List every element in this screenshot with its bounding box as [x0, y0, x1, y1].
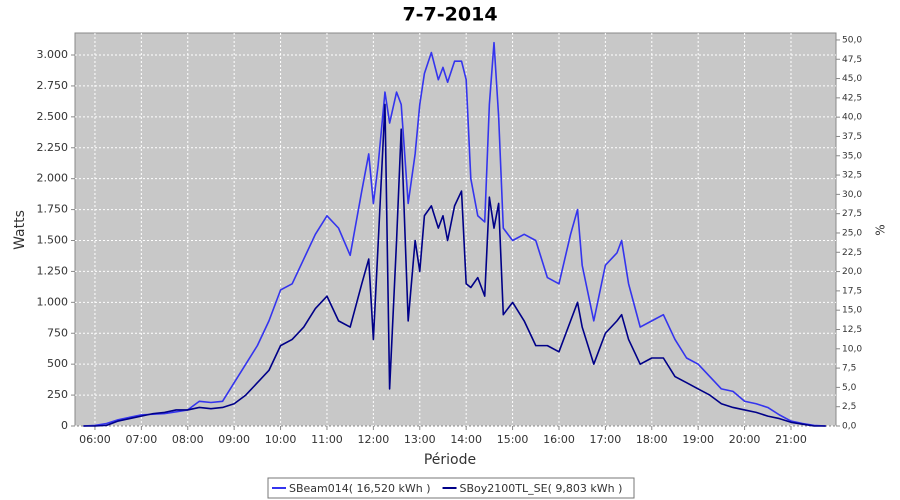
y2-tick-label: 0,0: [842, 422, 857, 432]
series-line: [83, 41, 826, 427]
x-tick-label: 17:00: [590, 433, 622, 446]
y2-tick-label: 47,5: [842, 55, 862, 65]
chart-title: 7-7-2014: [402, 4, 497, 26]
y2-tick-label: 15,0: [842, 306, 862, 316]
y2-tick-label: 40,0: [842, 113, 862, 123]
x-tick-label: 16:00: [543, 433, 575, 446]
y2-tick-label: 17,5: [842, 286, 862, 296]
y-tick-label: 2.500: [37, 110, 69, 123]
y-tick-label: 2.250: [37, 141, 69, 154]
x-tick-label: 06:00: [79, 433, 111, 446]
y2-tick-label: 12,5: [842, 325, 862, 335]
x-tick-label: 12:00: [358, 433, 390, 446]
y2-tick-label: 42,5: [842, 93, 862, 103]
y2-tick-label: 27,5: [842, 209, 862, 219]
y2-tick-label: 2,5: [842, 402, 856, 412]
x-tick-label: 15:00: [497, 433, 529, 446]
x-tick-label: 18:00: [636, 433, 668, 446]
y2-tick-label: 35,0: [842, 151, 862, 161]
y-tick-label: 750: [47, 326, 68, 339]
y2-tick-label: 37,5: [842, 132, 862, 142]
y2-tick-label: 25,0: [842, 228, 862, 238]
y2-tick-label: 50,0: [842, 35, 862, 45]
y2-tick-label: 20,0: [842, 267, 862, 277]
y-tick-label: 3.000: [37, 48, 69, 61]
y2-tick-label: 7,5: [842, 364, 856, 374]
x-tick-label: 07:00: [126, 433, 158, 446]
x-tick-label: 08:00: [172, 433, 204, 446]
y-tick-label: 2.750: [37, 79, 69, 92]
y2-tick-label: 30,0: [842, 190, 862, 200]
y-tick-label: 1.250: [37, 264, 69, 277]
y2-tick-label: 22,5: [842, 248, 862, 258]
x-tick-label: 10:00: [265, 433, 297, 446]
legend-label: SBoy2100TL_SE( 9,803 kWh ): [460, 482, 623, 495]
x-tick-label: 13:00: [404, 433, 436, 446]
y-tick-label: 1.000: [37, 295, 69, 308]
x-tick-label: 11:00: [311, 433, 343, 446]
y-tick-label: 1.500: [37, 234, 69, 247]
x-tick-label: 21:00: [775, 433, 807, 446]
y2-axis-label: %: [874, 224, 888, 235]
y-tick-label: 0: [61, 419, 68, 432]
x-tick-label: 09:00: [218, 433, 250, 446]
y-tick-label: 2.000: [37, 172, 69, 185]
y2-tick-label: 32,5: [842, 171, 862, 181]
x-tick-label: 19:00: [682, 433, 714, 446]
y-axis-label: Watts: [12, 210, 28, 250]
y2-tick-label: 45,0: [842, 74, 862, 84]
x-tick-label: 20:00: [729, 433, 761, 446]
y2-tick-label: 5,0: [842, 383, 857, 393]
y-tick-label: 500: [47, 357, 68, 370]
y-tick-label: 1.750: [37, 203, 69, 216]
plot-area: [74, 32, 837, 427]
series-line: [83, 103, 826, 427]
legend-label: SBeam014( 16,520 kWh ): [289, 482, 431, 495]
x-axis-label: Période: [424, 452, 476, 468]
y2-tick-label: 10,0: [842, 344, 862, 354]
y-tick-label: 250: [47, 388, 68, 401]
x-tick-label: 14:00: [450, 433, 482, 446]
